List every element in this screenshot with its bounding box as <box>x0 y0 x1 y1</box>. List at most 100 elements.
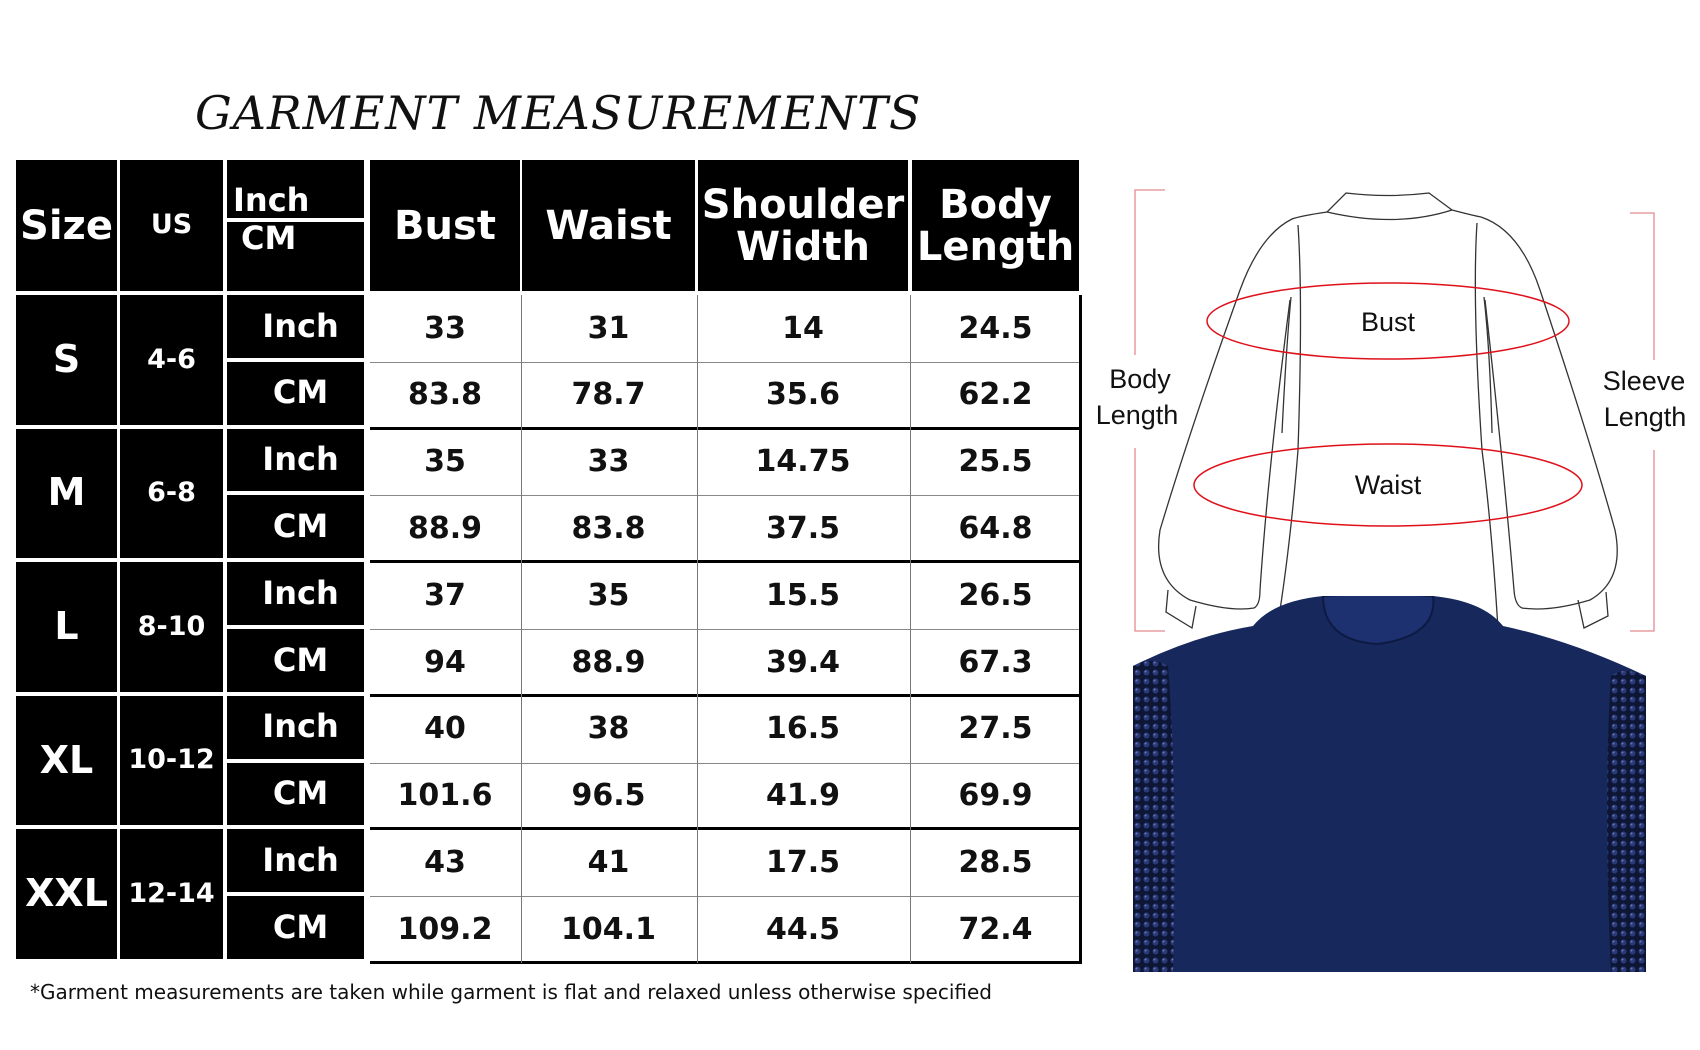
shoulder-value: 15.5 <box>765 577 841 613</box>
bust-label: Bust <box>1361 307 1416 337</box>
length-value: 28.5 <box>958 845 1033 881</box>
waist-value: 104.1 <box>561 911 656 947</box>
row-divider <box>370 762 1082 764</box>
page-title: GARMENT MEASUREMENTS <box>195 86 922 140</box>
shoulder-value: 44.5 <box>765 911 841 947</box>
row-divider <box>370 896 1082 898</box>
us-size-cell: 8-10 <box>120 562 223 692</box>
column-divider <box>521 295 522 963</box>
garment-outline <box>1157 192 1618 633</box>
length-value: 26.5 <box>958 577 1033 613</box>
size-cell: S <box>16 295 117 425</box>
length-value: 64.8 <box>958 511 1033 547</box>
us-size-cell: 4-6 <box>120 295 223 425</box>
length-value: 25.5 <box>958 444 1033 480</box>
blouse-body <box>1133 596 1646 972</box>
shoulder-value: 35.6 <box>765 377 841 413</box>
header-shoulder-width: Shoulder Width <box>698 160 908 291</box>
shoulder-value: 39.4 <box>765 644 841 680</box>
row-divider <box>370 693 1082 697</box>
header-body-length: Body Length <box>912 160 1079 291</box>
waist-label: Waist <box>1355 470 1422 500</box>
bust-value: 88.9 <box>407 511 483 547</box>
us-size-cell: 12-14 <box>120 829 223 959</box>
body-length-label-line2: Length <box>1096 400 1179 430</box>
sleeve-length-label-line1: Sleeve <box>1603 366 1686 396</box>
row-divider <box>370 495 1082 497</box>
bust-value: 33 <box>424 310 466 346</box>
shoulder-value: 14 <box>782 310 824 346</box>
table-right-border <box>1079 295 1082 963</box>
header-bust: Bust <box>370 160 520 291</box>
size-cell: XL <box>16 695 117 826</box>
size-cell: L <box>16 562 117 692</box>
unit-inch-cell: Inch <box>227 829 364 893</box>
body-length-label-line1: Body <box>1109 364 1171 394</box>
length-value: 24.5 <box>958 310 1033 346</box>
shoulder-value: 41.9 <box>765 778 841 814</box>
unit-inch-cell: Inch <box>227 295 364 358</box>
shoulder-value: 17.5 <box>765 845 841 881</box>
bust-value: 43 <box>424 845 466 881</box>
sleeve-length-label-line2: Length <box>1604 402 1687 432</box>
header-unit-cm: CM <box>227 221 364 291</box>
length-value: 27.5 <box>958 711 1033 747</box>
column-divider <box>697 295 698 963</box>
bust-value: 109.2 <box>397 911 493 947</box>
length-value: 69.9 <box>958 778 1033 814</box>
blouse-collar <box>1321 596 1435 646</box>
measurement-diagram: Bust Waist Body Length Sleeve Length <box>1096 189 1687 633</box>
shoulder-value: 16.5 <box>765 711 841 747</box>
header-us: US <box>120 160 223 291</box>
shoulder-value: 37.5 <box>765 511 841 547</box>
unit-cm-cell: CM <box>227 896 364 959</box>
waist-value: 96.5 <box>571 778 646 814</box>
us-size-cell: 10-12 <box>120 695 223 826</box>
unit-inch-cell: Inch <box>227 562 364 625</box>
waist-value: 41 <box>587 845 630 881</box>
unit-inch-cell: Inch <box>227 428 364 492</box>
bust-value: 94 <box>424 644 466 680</box>
length-value: 62.2 <box>958 377 1033 413</box>
waist-value: 35 <box>587 577 630 613</box>
waist-value: 83.8 <box>571 511 646 547</box>
waist-value: 88.9 <box>571 644 646 680</box>
bust-value: 83.8 <box>407 377 483 413</box>
length-value: 67.3 <box>958 644 1033 680</box>
bust-value: 37 <box>424 577 466 613</box>
length-value: 72.4 <box>958 911 1033 947</box>
waist-value: 38 <box>587 711 630 747</box>
header-unit-inch: Inch <box>227 160 364 218</box>
column-divider <box>910 295 911 963</box>
header-waist: Waist <box>522 160 695 291</box>
row-divider <box>370 827 1082 831</box>
unit-cm-cell: CM <box>227 762 364 826</box>
bust-value: 40 <box>424 711 466 747</box>
body-length-bracket <box>1134 189 1165 632</box>
waist-value: 78.7 <box>571 377 646 413</box>
sleeve-length-bracket <box>1630 212 1655 632</box>
row-divider <box>370 426 1082 430</box>
row-divider <box>370 361 1082 363</box>
unit-cm-cell: CM <box>227 361 364 425</box>
row-divider <box>370 961 1082 964</box>
row-divider <box>370 560 1082 564</box>
unit-cm-cell: CM <box>227 495 364 559</box>
unit-inch-cell: Inch <box>227 695 364 759</box>
size-cell: XXL <box>16 829 117 959</box>
bust-marker <box>1206 282 1570 360</box>
us-size-cell: 6-8 <box>120 428 223 559</box>
shoulder-value: 14.75 <box>755 444 851 480</box>
row-divider <box>370 629 1082 630</box>
unit-cm-cell: CM <box>227 629 364 692</box>
bust-value: 35 <box>424 444 466 480</box>
sequin-sleeve-right <box>1607 671 1646 972</box>
size-chart-table: Size US Inch CM Bust Waist Shoulder Width Body … <box>16 160 1082 964</box>
waist-value: 31 <box>587 310 630 346</box>
header-size: Size <box>16 160 117 291</box>
waist-value: 33 <box>587 444 630 480</box>
footnote: *Garment measurements are taken while ga… <box>30 980 993 1004</box>
sequin-sleeve-left <box>1133 661 1175 972</box>
size-cell: M <box>16 428 117 559</box>
bust-value: 101.6 <box>397 778 493 814</box>
